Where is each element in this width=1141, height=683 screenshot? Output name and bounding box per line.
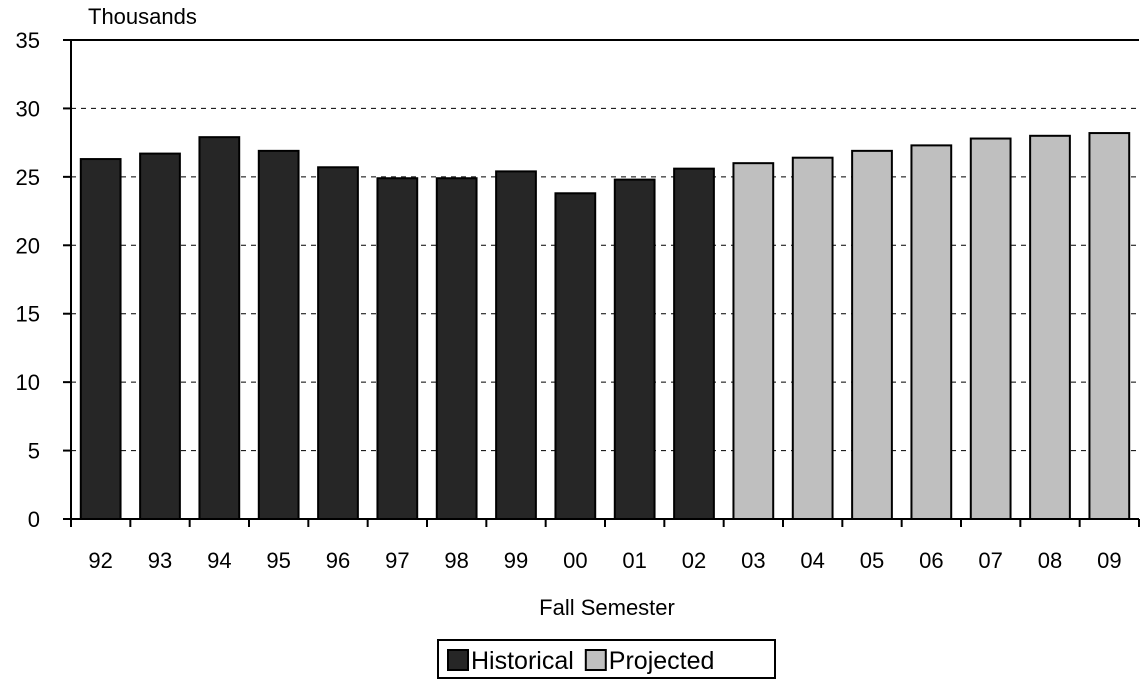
- bar-historical-99: [495, 170, 537, 521]
- gridlines: [71, 107, 1139, 452]
- x-tick-label: 97: [385, 548, 409, 573]
- x-tick-labels: 92 93 94 95 96 97 98 99 00 01 02 03 04 05 06 07 08 09: [88, 548, 1121, 573]
- y-tick-label: 15: [16, 302, 40, 327]
- bar-historical-97: [376, 177, 419, 520]
- x-tick-label: 02: [682, 548, 706, 573]
- bars: [79, 132, 1131, 521]
- bar-historical-98: [435, 177, 478, 520]
- x-tick-label: 00: [563, 548, 587, 573]
- bar-projected-03: [732, 162, 775, 521]
- x-tick-label: 96: [326, 548, 350, 573]
- x-tick-label: 94: [207, 548, 231, 573]
- x-tick-label: 06: [919, 548, 943, 573]
- bar-historical-02: [673, 167, 715, 520]
- bar-historical-94: [198, 136, 241, 520]
- legend-label-historical: Historical: [471, 647, 574, 675]
- y-tick-label: 0: [28, 507, 40, 532]
- y-unit-label: Thousands: [88, 4, 197, 29]
- bar-projected-04: [791, 156, 834, 520]
- legend: Historical Projected: [437, 639, 776, 679]
- y-tick-label: 30: [16, 96, 40, 121]
- bar-historical-00: [554, 192, 597, 520]
- x-tick-label: 93: [148, 548, 172, 573]
- x-tick-label: 03: [741, 548, 765, 573]
- bar-historical-92: [79, 158, 122, 521]
- bar-projected-06: [910, 144, 953, 520]
- y-tick-label: 10: [16, 370, 40, 395]
- bar-projected-07: [969, 137, 1012, 520]
- x-tick-label: 99: [504, 548, 528, 573]
- bar-projected-05: [851, 149, 893, 520]
- x-tick-label: 04: [800, 548, 824, 573]
- x-tick-label: 92: [88, 548, 112, 573]
- y-tick-label: 5: [28, 439, 40, 464]
- bar-historical-96: [317, 166, 359, 521]
- y-tick-label: 20: [16, 233, 40, 258]
- bar-historical-01: [613, 178, 656, 520]
- bar-historical-93: [139, 152, 181, 520]
- x-tick-label: 98: [444, 548, 468, 573]
- x-axis-title: Fall Semester: [539, 595, 675, 620]
- y-tick-label: 35: [16, 28, 40, 53]
- legend-swatch-historical: [447, 649, 469, 671]
- bar-historical-95: [257, 149, 300, 520]
- legend-swatch-projected: [584, 649, 607, 671]
- x-tick-label: 95: [266, 548, 290, 573]
- bar-projected-08: [1029, 134, 1071, 521]
- axes: [63, 39, 1140, 527]
- x-tick-label: 08: [1038, 548, 1062, 573]
- y-tick-labels: 0 5 10 15 20 25 30 35: [16, 28, 40, 532]
- x-tick-label: 05: [860, 548, 884, 573]
- x-tick-label: 09: [1097, 548, 1121, 573]
- x-tick-label: 07: [978, 548, 1002, 573]
- x-tick-label: 01: [622, 548, 646, 573]
- legend-label-projected: Projected: [609, 647, 715, 675]
- y-tick-label: 25: [16, 165, 40, 190]
- bar-projected-09: [1088, 132, 1131, 520]
